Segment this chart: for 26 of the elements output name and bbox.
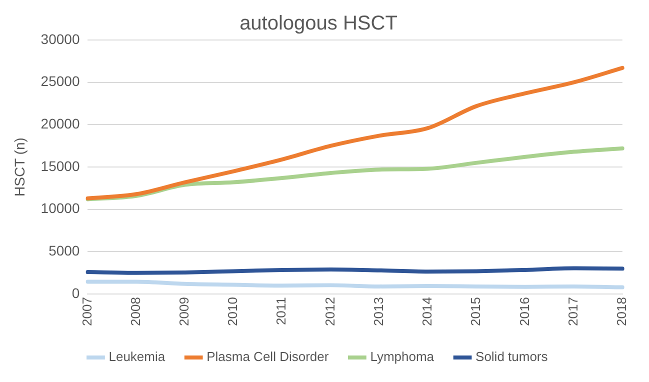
x-tick-label: 2012 xyxy=(322,297,338,326)
y-tick-label: 5000 xyxy=(48,242,80,259)
x-tick-label: 2018 xyxy=(614,297,629,326)
y-tick-label: 30000 xyxy=(40,30,80,47)
x-tick-label: 2007 xyxy=(79,297,94,326)
x-tick-label: 2009 xyxy=(176,297,192,326)
x-tick-label: 2013 xyxy=(370,297,386,326)
x-tick-label: 2017 xyxy=(565,297,580,326)
line-series xyxy=(86,66,624,200)
legend-label: Leukemia xyxy=(108,349,166,364)
y-axis-title: HSCT (n) xyxy=(11,138,28,196)
x-tick-label: 2008 xyxy=(128,297,143,326)
x-tick-label: 2011 xyxy=(274,297,289,326)
x-tick-label: 2014 xyxy=(420,297,435,326)
legend-label: Lymphoma xyxy=(370,349,435,364)
y-tick-label: 15000 xyxy=(40,158,80,174)
y-tick-label: 25000 xyxy=(40,73,80,90)
x-tick-label: 2015 xyxy=(468,297,484,326)
chart-title: autologous HSCT xyxy=(240,12,398,35)
y-tick-label: 10000 xyxy=(40,200,80,216)
y-tick-label: 20000 xyxy=(40,116,80,132)
x-tick-label: 2010 xyxy=(225,297,240,326)
x-tick-label: 2016 xyxy=(516,297,532,326)
legend-label: Solid tumors xyxy=(476,349,548,364)
legend-label: Plasma Cell Disorder xyxy=(206,349,330,364)
y-tick-label: 0 xyxy=(72,284,80,301)
